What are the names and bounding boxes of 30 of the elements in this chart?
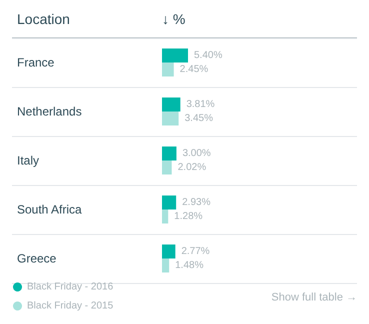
bar — [162, 244, 176, 258]
bar — [162, 196, 176, 210]
bar — [162, 48, 188, 62]
data-label: 2.93% — [182, 197, 211, 208]
data-label: 2.02% — [178, 162, 206, 173]
y-tick-label: Netherlands — [17, 104, 82, 118]
bar — [162, 210, 168, 224]
data-label: 1.48% — [175, 260, 204, 271]
y-tick-label: Greece — [17, 252, 57, 266]
data-label: 3.45% — [184, 113, 214, 124]
y-tick-label: South Africa — [17, 202, 82, 216]
y-tick-label: France — [17, 56, 55, 70]
legend-label: Black Friday - 2016 — [27, 282, 114, 292]
bar — [162, 160, 172, 174]
y-tick-label: Italy — [17, 154, 40, 168]
data-label: 5.40% — [194, 50, 222, 61]
data-label: 1.28% — [174, 211, 203, 222]
bar — [162, 112, 179, 126]
bar — [162, 258, 170, 272]
x-axis-title: ↓ % — [162, 11, 186, 27]
text: Show full table → — [271, 292, 358, 304]
bar — [162, 146, 176, 160]
legend-label: Black Friday - 2015 — [27, 300, 114, 312]
y-axis-title: Location — [17, 11, 70, 27]
data-label: 2.45% — [180, 64, 208, 75]
data-label: 2.77% — [181, 246, 210, 257]
bar — [162, 62, 174, 76]
data-label: 3.00% — [182, 148, 211, 159]
bar — [162, 98, 180, 112]
data-label: 3.81% — [186, 99, 215, 110]
